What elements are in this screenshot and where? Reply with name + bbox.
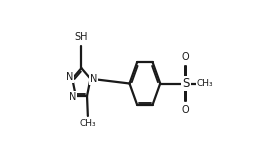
Text: O: O [182,105,189,115]
Text: SH: SH [75,32,88,42]
Text: N: N [90,74,97,84]
Text: N: N [69,92,76,102]
Text: S: S [182,77,189,90]
Text: O: O [182,52,189,62]
Text: CH₃: CH₃ [80,119,96,128]
Text: N: N [66,72,73,82]
Text: CH₃: CH₃ [197,79,213,88]
